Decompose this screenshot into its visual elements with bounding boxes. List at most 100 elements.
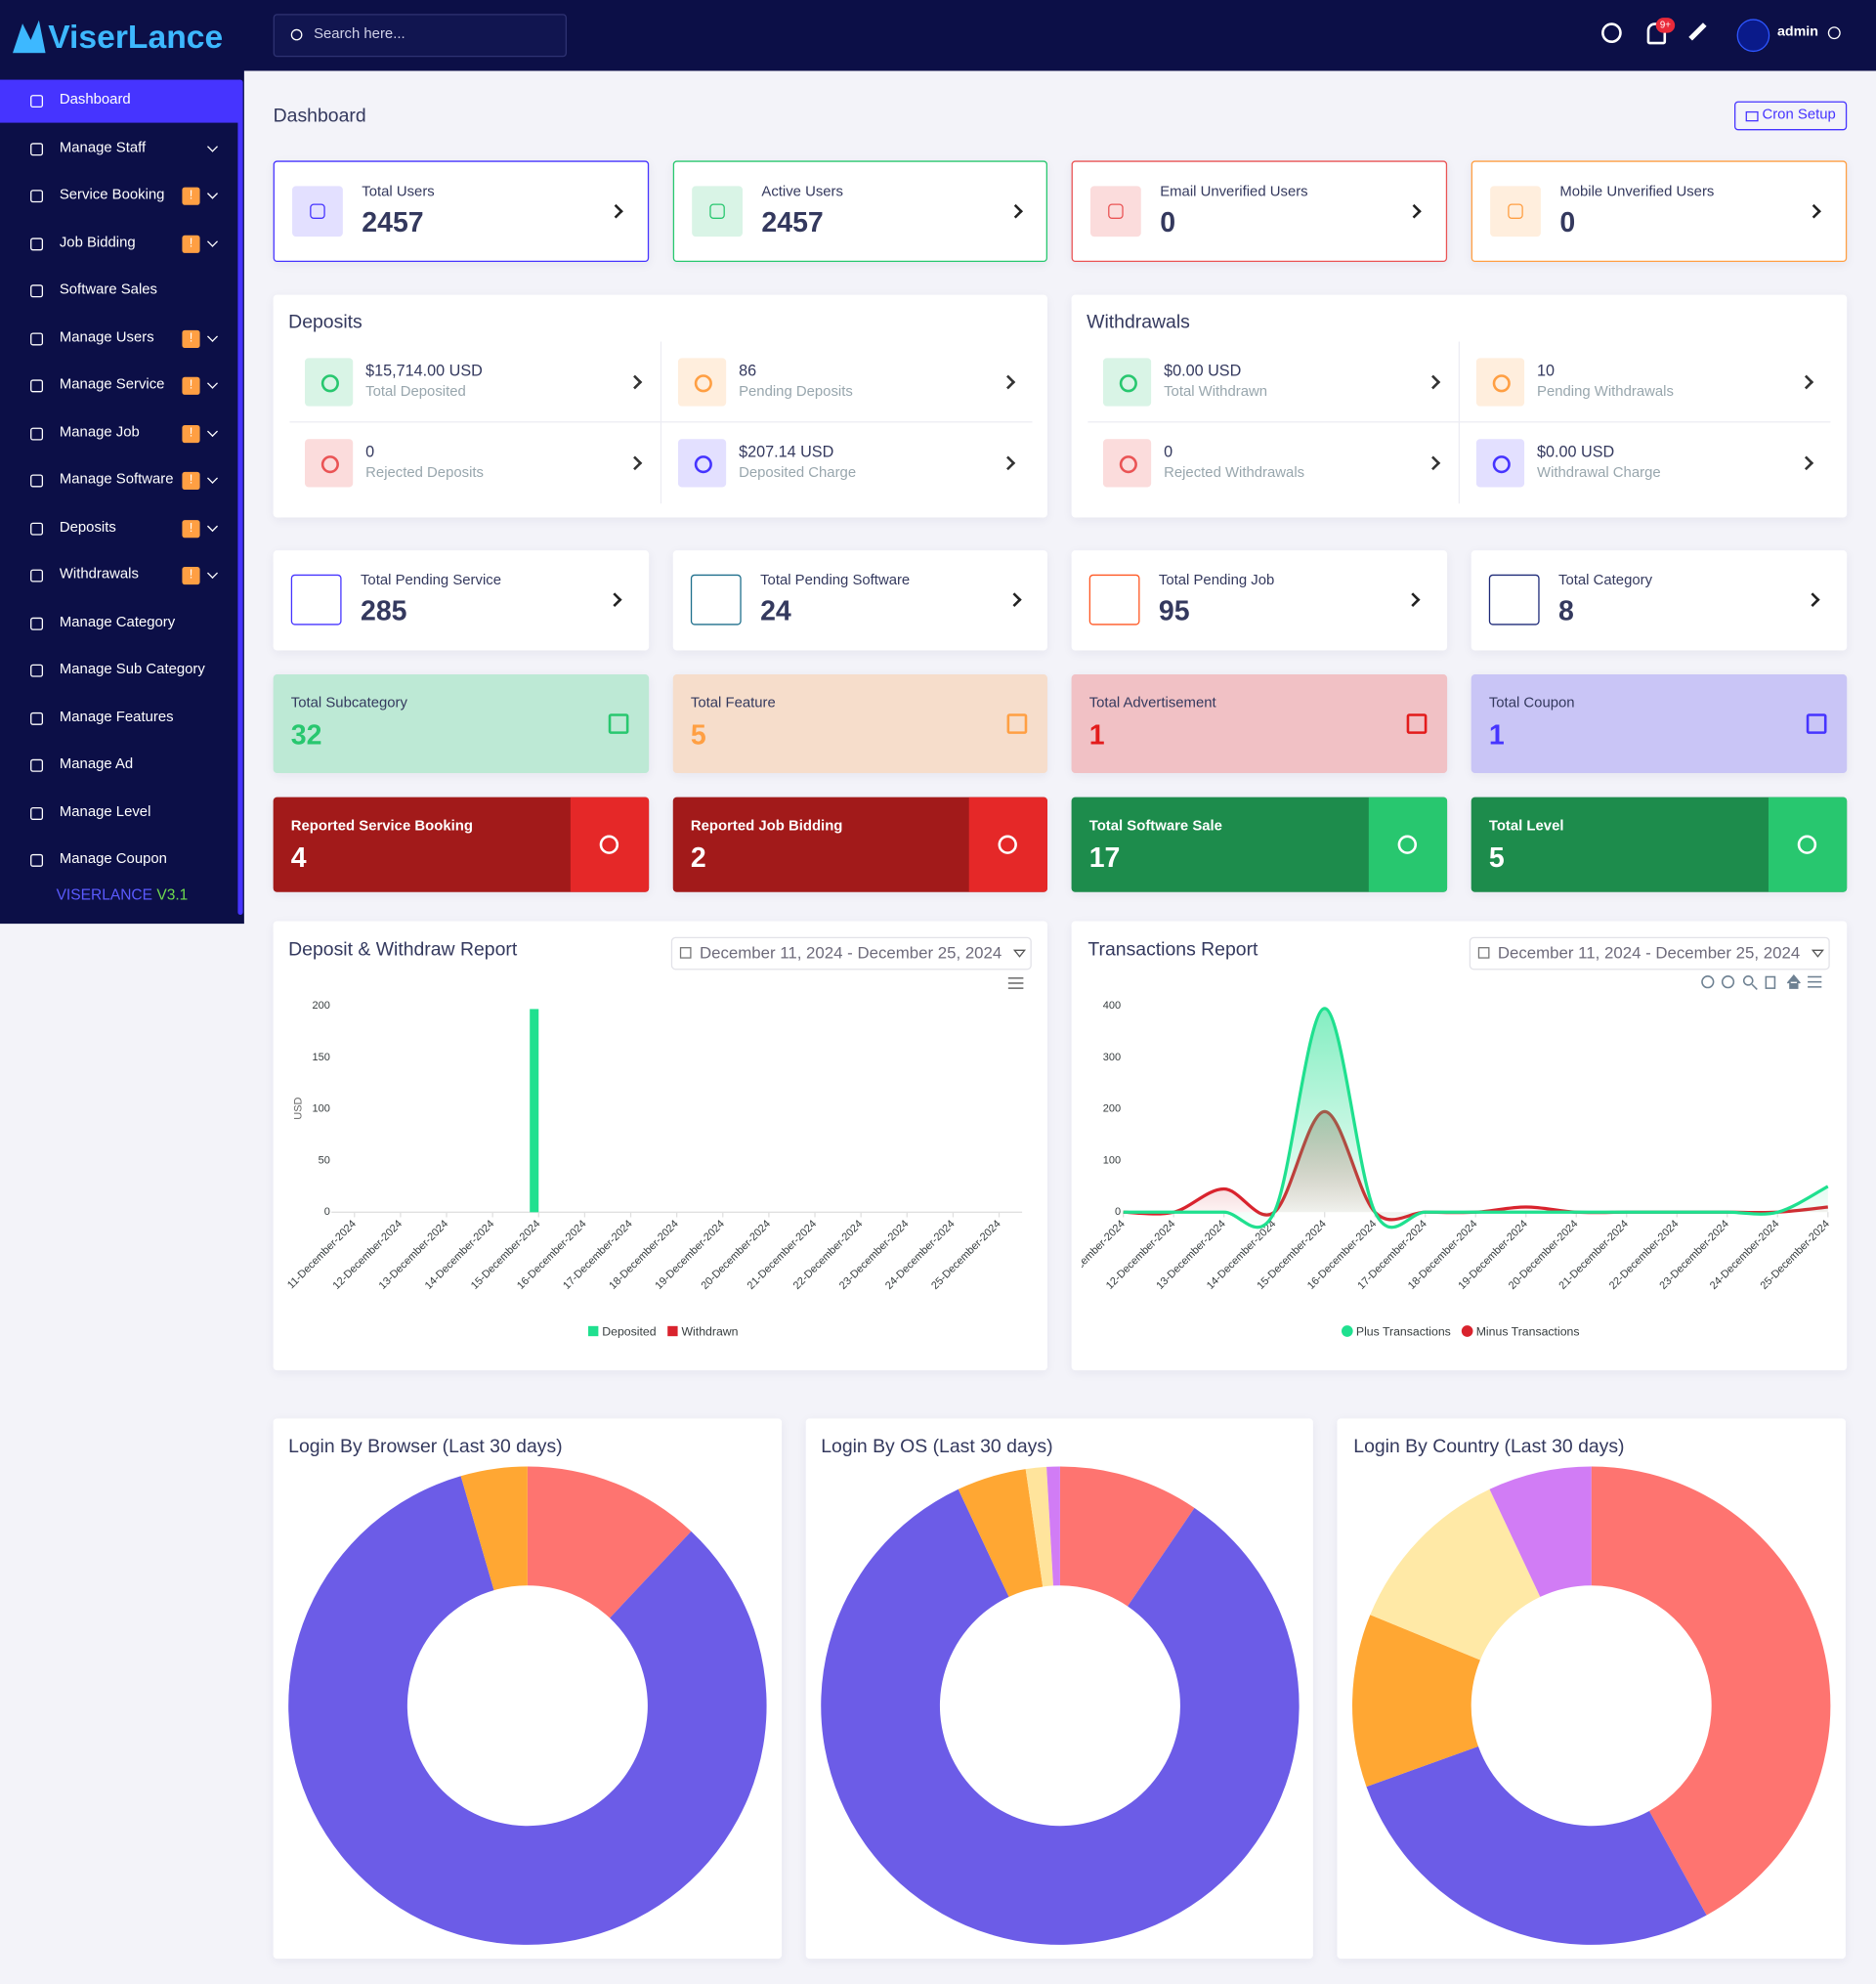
cron-button-label: Cron Setup: [1762, 108, 1836, 123]
withdrawals-panel: Withdrawals $0.00 USD Total Withdrawn 10 Pen…: [1071, 294, 1848, 518]
pie-slice: [958, 1469, 1044, 1597]
version-number: V3.1: [156, 885, 189, 904]
pie-slice: [460, 1466, 528, 1591]
pie-slice: [821, 1488, 1300, 1945]
color-card[interactable]: Total Feature 5: [672, 674, 1047, 774]
date-range: December 11, 2024 - December 25, 2024: [1498, 944, 1800, 963]
card-label: Email Unverified Users: [1160, 185, 1308, 200]
menu-item[interactable]: Manage Sub Category: [0, 649, 240, 692]
stat-item[interactable]: 0 Rejected Deposits: [295, 431, 656, 495]
menu-badge: !: [182, 424, 200, 443]
card-icon: [1406, 713, 1428, 734]
color-card[interactable]: Total Subcategory 32: [273, 674, 650, 774]
menu-badge: !: [182, 519, 200, 538]
menu-item[interactable]: Deposits!: [0, 507, 240, 550]
user-menu-icon[interactable]: [1827, 26, 1841, 40]
date-picker-box: [670, 936, 1032, 970]
menu-icon: [30, 331, 44, 345]
stat-label: Deposited Charge: [739, 465, 857, 481]
user-card[interactable]: Active Users 2457: [672, 160, 1047, 262]
user-card[interactable]: Total Users 2457: [273, 160, 650, 262]
user-card[interactable]: Email Unverified Users 0: [1071, 160, 1448, 262]
menu-label: Manage Level: [59, 803, 151, 820]
language-icon[interactable]: [1601, 22, 1622, 44]
cron-button[interactable]: Cron Setup: [1733, 101, 1848, 131]
user-card[interactable]: Mobile Unverified Users 0: [1471, 160, 1848, 262]
menu-icon: [30, 712, 44, 725]
stat-value: $207.14 USD: [739, 443, 834, 461]
menu-item[interactable]: Manage Service!: [0, 365, 240, 408]
menu-label: Manage Ad: [59, 756, 134, 772]
pending-card[interactable]: Total Category 8: [1471, 550, 1848, 651]
pie-slice: [1489, 1466, 1592, 1597]
card-icon: [690, 574, 742, 625]
stat-item[interactable]: $0.00 USD Total Withdrawn: [1093, 351, 1454, 414]
avatar[interactable]: [1736, 19, 1770, 53]
line-toolbar[interactable]: [1701, 973, 1822, 990]
user-name[interactable]: admin: [1777, 23, 1818, 40]
line: [1123, 1007, 1829, 1229]
stat-icon-glyph: [1492, 374, 1511, 393]
card-label: Total Coupon: [1488, 696, 1575, 712]
pending-card[interactable]: Total Pending Software 24: [672, 550, 1047, 651]
menu-item[interactable]: Software Sales: [0, 270, 240, 313]
stat-item[interactable]: 10 Pending Withdrawals: [1467, 351, 1827, 414]
stat-item[interactable]: $0.00 USD Withdrawal Charge: [1467, 431, 1827, 495]
card-icon: [1088, 574, 1140, 625]
pie-slice: [1025, 1466, 1053, 1587]
stat-label: Withdrawal Charge: [1537, 465, 1661, 481]
deposit-chart-panel: [273, 921, 1047, 1371]
menu-label: Manage Service: [59, 376, 165, 393]
menu-item[interactable]: Withdrawals!: [0, 554, 240, 597]
menu-label: Manage Users: [59, 329, 154, 345]
menu-label: Dashboard: [59, 92, 131, 108]
date-picker[interactable]: December 11, 2024 - December 25, 2024: [1469, 936, 1830, 970]
stat-item[interactable]: 0 Rejected Withdrawals: [1093, 431, 1454, 495]
menu-item[interactable]: Manage Ad: [0, 744, 240, 787]
color-card[interactable]: Total Advertisement 1: [1071, 674, 1448, 774]
menu-icon: [30, 95, 44, 108]
legend-label: Plus Transactions: [1356, 1325, 1451, 1339]
menu-label: Manage Job: [59, 424, 140, 440]
menu-item[interactable]: Dashboard: [0, 79, 240, 123]
stat-item[interactable]: $207.14 USD Deposited Charge: [668, 431, 1029, 495]
report-card[interactable]: Total Software Sale 17: [1071, 797, 1448, 892]
menu-item[interactable]: Manage Staff: [0, 127, 240, 170]
card-icon: [1806, 713, 1827, 734]
stat-item[interactable]: 86 Pending Deposits: [668, 351, 1029, 414]
pending-card[interactable]: Total Pending Service 285: [273, 550, 650, 651]
menu-label: Job Bidding: [59, 235, 136, 250]
menu-item[interactable]: Manage Users!: [0, 317, 240, 360]
color-card[interactable]: Total Coupon 1: [1471, 674, 1848, 774]
report-card[interactable]: Reported Job Bidding 2: [672, 797, 1047, 892]
pending-card[interactable]: Total Pending Job 95: [1071, 550, 1448, 651]
menu-label: Software Sales: [59, 281, 158, 298]
menu-item[interactable]: Manage Category: [0, 602, 240, 645]
menu-item[interactable]: Service Booking!: [0, 175, 240, 218]
stat-item[interactable]: $15,714.00 USD Total Deposited: [295, 351, 656, 414]
card-value: 1: [1088, 718, 1105, 751]
report-card[interactable]: Reported Service Booking 4: [273, 797, 650, 892]
card-value: 1: [1488, 718, 1505, 751]
search-box[interactable]: Search here...: [273, 14, 568, 58]
menu-item[interactable]: Manage Software!: [0, 459, 240, 502]
card-value: 32: [290, 718, 322, 751]
menu-icon: [30, 522, 44, 535]
card-icon: [692, 186, 743, 237]
card-label: Total Pending Service: [360, 573, 501, 589]
x-axis-labels: 11-December-202412-December-202413-Decem…: [1082, 1212, 1832, 1292]
card-icon-glyph: [1508, 203, 1523, 219]
menu-item[interactable]: Manage Features: [0, 697, 240, 740]
bar-menu-icon[interactable]: [1007, 976, 1024, 989]
panel-title: Withdrawals: [1087, 311, 1190, 333]
menu-item[interactable]: Job Bidding!: [0, 222, 240, 265]
menu-item[interactable]: Manage Coupon: [0, 839, 240, 882]
chart-title: Transactions Report: [1087, 938, 1258, 960]
page-title: Dashboard: [273, 105, 366, 127]
card-icon: [1488, 574, 1540, 625]
menu-item[interactable]: Manage Level: [0, 792, 240, 835]
date-picker[interactable]: December 11, 2024 - December 25, 2024: [670, 936, 1032, 970]
report-card[interactable]: Total Level 5: [1471, 797, 1848, 892]
menu-item[interactable]: Manage Job!: [0, 411, 240, 454]
